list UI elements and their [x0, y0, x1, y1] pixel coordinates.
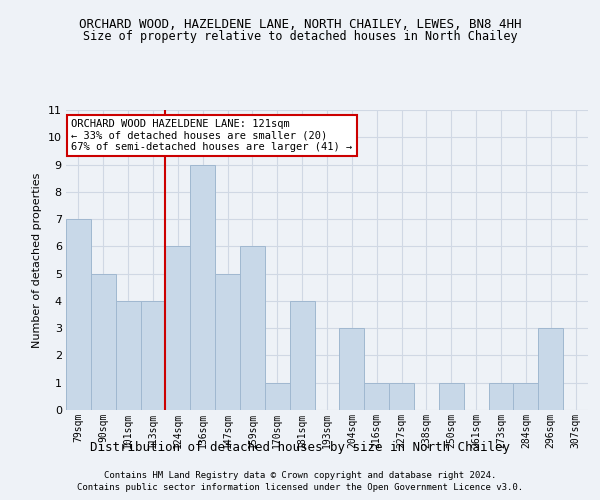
Bar	[66, 219, 91, 410]
Text: Distribution of detached houses by size in North Chailey: Distribution of detached houses by size …	[90, 441, 510, 454]
Bar	[116, 301, 140, 410]
Bar	[538, 328, 563, 410]
Text: ORCHARD WOOD, HAZELDENE LANE, NORTH CHAILEY, LEWES, BN8 4HH: ORCHARD WOOD, HAZELDENE LANE, NORTH CHAI…	[79, 18, 521, 30]
Bar	[514, 382, 538, 410]
Text: Contains public sector information licensed under the Open Government Licence v3: Contains public sector information licen…	[77, 483, 523, 492]
Bar	[340, 328, 364, 410]
Bar	[215, 274, 240, 410]
Bar	[91, 274, 116, 410]
Bar	[140, 301, 166, 410]
Bar	[290, 301, 314, 410]
Bar	[488, 382, 514, 410]
Bar	[166, 246, 190, 410]
Bar	[364, 382, 389, 410]
Bar	[265, 382, 290, 410]
Bar	[389, 382, 414, 410]
Y-axis label: Number of detached properties: Number of detached properties	[32, 172, 42, 348]
Bar	[240, 246, 265, 410]
Text: Size of property relative to detached houses in North Chailey: Size of property relative to detached ho…	[83, 30, 517, 43]
Text: Contains HM Land Registry data © Crown copyright and database right 2024.: Contains HM Land Registry data © Crown c…	[104, 472, 496, 480]
Text: ORCHARD WOOD HAZELDENE LANE: 121sqm
← 33% of detached houses are smaller (20)
67: ORCHARD WOOD HAZELDENE LANE: 121sqm ← 33…	[71, 119, 352, 152]
Bar	[190, 164, 215, 410]
Bar	[439, 382, 464, 410]
